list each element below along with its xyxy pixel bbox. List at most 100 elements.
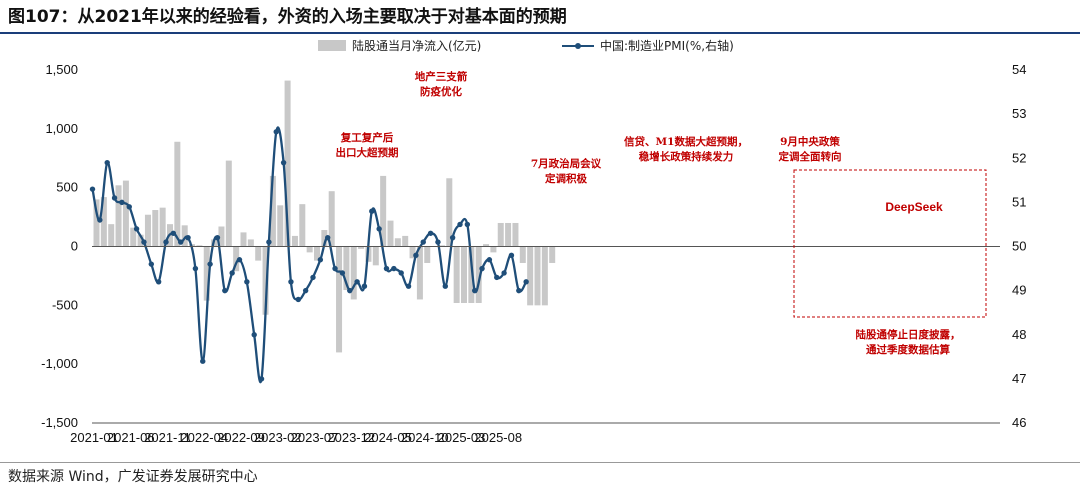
- bar: [130, 227, 137, 247]
- pmi-point: [325, 234, 331, 241]
- bar: [549, 246, 556, 263]
- bar: [137, 234, 144, 247]
- legend-label-bar: 陆股通当月净流入(亿元): [352, 38, 481, 53]
- annotation-text: 稳增长政策持续发力: [639, 150, 734, 163]
- pmi-point: [200, 358, 206, 364]
- pmi-point: [508, 252, 515, 259]
- bar: [144, 214, 151, 247]
- bar: [321, 230, 328, 247]
- right-y-tick-label: 52: [1012, 150, 1026, 165]
- footer-divider: [0, 462, 1080, 463]
- annotation-text: 7月政治局会议: [531, 157, 602, 170]
- pmi-point: [376, 226, 382, 232]
- bar: [483, 244, 490, 247]
- annotation-text: 9月中央政策: [780, 135, 840, 148]
- left-y-tick-label: 500: [56, 180, 78, 195]
- left-y-tick-label: 1,500: [45, 62, 78, 77]
- x-tick-label: 2021-11: [144, 430, 191, 445]
- annotation-text: 复工复产后: [340, 131, 394, 144]
- bar: [387, 220, 394, 247]
- bar: [416, 246, 423, 300]
- bar: [269, 175, 276, 247]
- pmi-point: [310, 274, 316, 281]
- pmi-point: [347, 287, 353, 294]
- bar: [519, 246, 526, 263]
- right-y-tick-label: 48: [1012, 327, 1026, 342]
- pmi-point: [222, 287, 228, 294]
- right-y-tick-label: 53: [1012, 106, 1026, 121]
- bar: [343, 246, 350, 291]
- bar: [108, 224, 115, 247]
- pmi-point: [192, 265, 199, 272]
- annotation-text: 地产三支箭: [415, 70, 468, 83]
- bar: [475, 246, 482, 303]
- pmi-point: [185, 234, 191, 241]
- left-y-tick-label: -1,500: [41, 415, 78, 430]
- bar: [196, 245, 203, 247]
- pmi-point: [442, 283, 448, 289]
- pmi-point: [163, 239, 169, 245]
- bar: [255, 246, 262, 261]
- bar: [247, 239, 254, 247]
- pmi-point: [111, 195, 118, 201]
- bar: [424, 246, 431, 263]
- pmi-point: [516, 287, 522, 294]
- bar: [350, 246, 357, 300]
- pmi-point: [383, 265, 390, 272]
- pmi-point: [435, 239, 441, 245]
- annotation-text: 通过季度数据估算: [866, 343, 950, 356]
- bar: [240, 232, 247, 247]
- pmi-point: [236, 257, 243, 263]
- bar: [402, 235, 409, 247]
- bar: [181, 225, 188, 247]
- pmi-point: [280, 159, 287, 166]
- right-y-tick-label: 54: [1012, 62, 1026, 77]
- chart-title: 图107：从2021年以来的经验看，外资的入场主要取决于对基本面的预期: [8, 7, 567, 27]
- bar: [336, 246, 343, 353]
- pmi-point: [133, 226, 140, 232]
- x-tick-label: 2021-06: [107, 430, 155, 445]
- pmi-point: [141, 239, 147, 245]
- pmi-point: [89, 186, 96, 192]
- bar: [152, 210, 159, 247]
- bar: [409, 246, 416, 259]
- pmi-point: [405, 283, 412, 289]
- pmi-point: [214, 234, 221, 241]
- bar: [461, 246, 467, 303]
- bar: [497, 222, 504, 247]
- bar: [233, 246, 240, 272]
- right-y-tick-label: 49: [1012, 283, 1026, 298]
- bar: [314, 246, 320, 261]
- x-tick-label: 2024-05: [364, 430, 412, 445]
- bar: [299, 204, 306, 247]
- pmi-point: [317, 257, 324, 263]
- legend-line-marker: [575, 43, 581, 49]
- bar: [446, 178, 453, 247]
- pmi-point: [258, 376, 265, 382]
- pmi-point: [244, 279, 250, 285]
- annotation-text: 定调积极: [544, 172, 587, 185]
- bar: [306, 246, 313, 253]
- pmi-point: [361, 283, 368, 289]
- annotation-text: DeepSeek: [885, 200, 943, 214]
- annotation-text: 信贷、M1数据大超预期，: [624, 135, 748, 148]
- x-tick-label: 2024-10: [401, 430, 449, 445]
- pmi-point: [457, 221, 463, 228]
- bar: [394, 238, 401, 247]
- annotation-text: 出口大超预期: [336, 146, 399, 159]
- pmi-point: [449, 234, 456, 241]
- pmi-point: [494, 274, 500, 281]
- pmi-point: [266, 239, 272, 245]
- bar: [203, 246, 210, 301]
- pmi-point: [479, 265, 485, 272]
- bar: [358, 246, 365, 249]
- pmi-point: [464, 221, 471, 228]
- pmi-point: [229, 270, 235, 276]
- source-note: 数据来源 Wind，广发证券发展研究中心: [8, 469, 258, 485]
- bar: [468, 246, 475, 303]
- left-y-tick-label: -1,000: [41, 356, 78, 371]
- pmi-point: [354, 279, 360, 285]
- bar: [527, 246, 534, 306]
- right-y-tick-label: 50: [1012, 239, 1026, 254]
